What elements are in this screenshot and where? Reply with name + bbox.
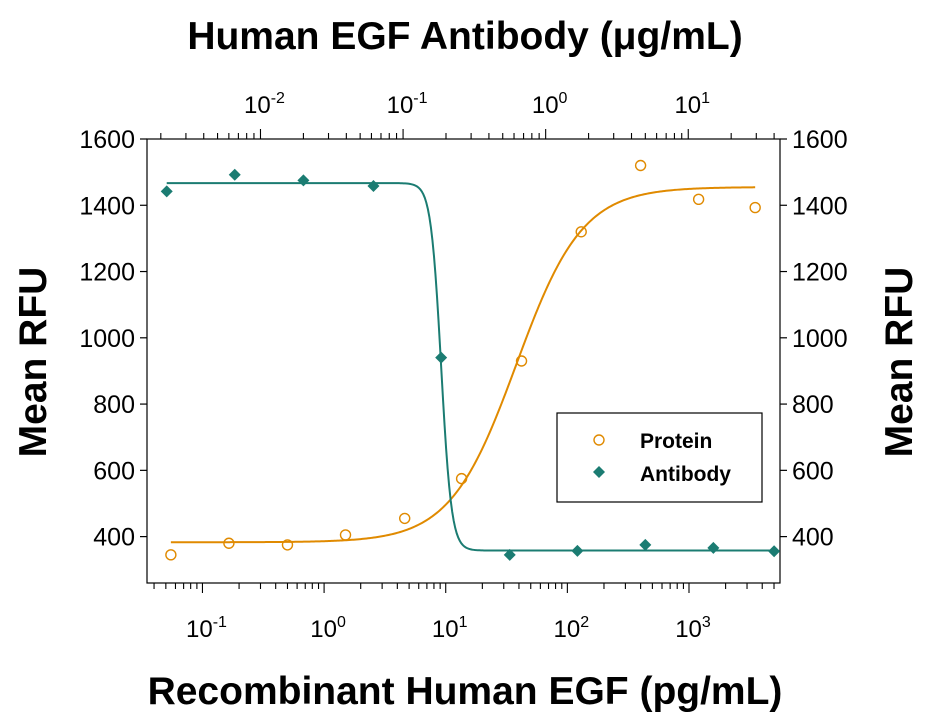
y-tick-label-right-1200: 1200 [792,259,848,287]
ticks-layer: 400 400 600 600 800 800 1000 1000 1200 1200 1400 14… [79,90,847,643]
protein-point-7 [575,226,587,238]
y-tick-label-left-400: 400 [93,524,135,552]
y-tick-label-right-1400: 1400 [792,192,848,220]
y-tick-label-right-600: 600 [792,457,834,485]
antibody-point-8 [707,541,720,554]
y-tick-label-left-1600: 1600 [79,126,135,154]
antibody-point-7 [639,538,652,551]
x-top-tick-label--1: 10-1 [387,90,428,119]
y-tick-label-left-1200: 1200 [79,259,135,287]
legend-label-antibody: Antibody [640,463,731,486]
legend: Protein Antibody [556,412,763,503]
protein-point-2 [281,539,294,551]
x-axis-title: Recombinant Human EGF (pg/mL) [148,670,783,713]
y-tick-label-right-1000: 1000 [792,325,848,353]
top-axis-title: Human EGF Antibody (μg/mL) [187,15,742,58]
protein-point-4 [399,512,411,525]
x-bottom-tick-label-3: 103 [675,614,711,643]
x-top-tick-label--2: 10-2 [244,90,285,119]
y-tick-label-right-1600: 1600 [792,126,848,154]
antibody-point-5 [503,548,516,561]
antibody-point-9 [768,545,781,558]
protein-point-5 [455,472,468,485]
x-bottom-tick-label-0: 100 [310,614,346,643]
fit-curve-antibody [166,182,775,552]
y-tick-label-left-600: 600 [93,457,135,485]
plot-area-frame [146,138,781,584]
antibody-point-3 [367,180,380,193]
protein-point-0 [165,549,177,561]
legend-box [556,412,763,503]
y-tick-label-left-1400: 1400 [79,192,135,220]
left-y-axis-title: Mean RFU [12,267,55,458]
protein-point-3 [339,529,352,541]
antibody-point-6 [571,544,584,557]
antibody-point-1 [228,168,241,181]
y-tick-label-left-800: 800 [93,391,135,419]
legend-marker-antibody [593,466,605,478]
protein-point-8 [634,159,647,172]
x-top-tick-label-1: 101 [674,90,710,119]
legend-label-protein: Protein [640,430,712,453]
y-tick-label-left-1000: 1000 [79,325,135,353]
protein-point-9 [692,193,705,206]
legend-marker-protein [593,434,605,446]
x-bottom-tick-label-2: 102 [554,614,590,643]
x-bottom-tick-label--1: 10-1 [186,614,227,643]
y-tick-label-right-800: 800 [792,391,834,419]
protein-point-10 [749,201,761,214]
y-tick-label-right-400: 400 [792,524,834,552]
antibody-point-0 [160,185,173,198]
data-points [160,159,781,561]
antibody-point-4 [435,351,448,364]
right-y-axis-title: Mean RFU [878,267,921,458]
x-bottom-tick-label-1: 101 [432,614,468,643]
protein-point-1 [223,537,235,549]
x-top-tick-label-0: 100 [532,90,568,119]
protein-point-6 [515,355,528,367]
antibody-point-2 [297,174,310,187]
